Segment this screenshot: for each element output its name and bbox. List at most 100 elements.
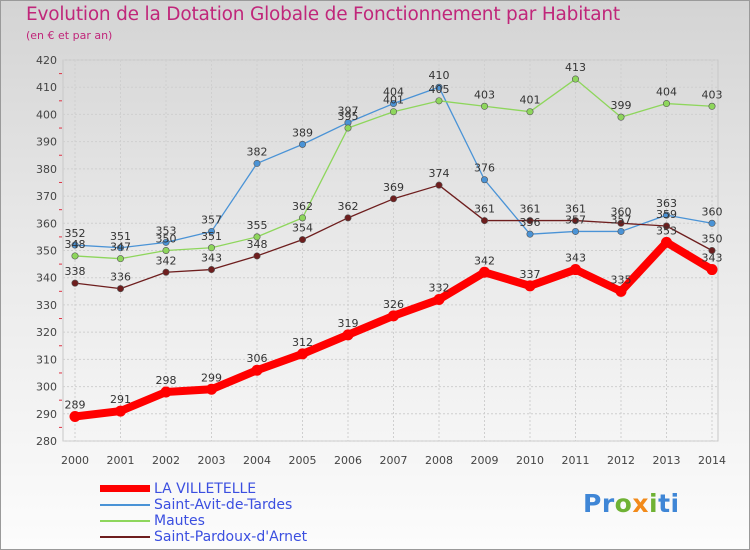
data-label: 312 [292, 336, 313, 349]
data-label: 306 [247, 352, 268, 365]
y-tick-label: 290 [36, 408, 57, 421]
data-point [615, 285, 627, 297]
data-label: 357 [611, 213, 632, 226]
data-point [117, 255, 125, 263]
y-tick-label: 420 [36, 54, 57, 67]
data-point [162, 238, 170, 246]
data-label: 353 [656, 224, 677, 237]
data-point [524, 280, 536, 292]
data-point [708, 219, 716, 227]
data-point [162, 247, 170, 255]
data-label: 376 [474, 162, 495, 175]
data-point [617, 113, 625, 121]
data-label: 299 [201, 371, 222, 384]
data-label: 335 [611, 273, 632, 286]
chart-subtitle: (en € et par an) [26, 29, 113, 42]
y-tick-label: 280 [36, 435, 57, 448]
data-label: 319 [338, 317, 359, 330]
data-point [160, 386, 172, 398]
data-point [708, 102, 716, 110]
data-point [71, 241, 79, 249]
data-point [388, 310, 399, 322]
data-point [480, 102, 488, 110]
data-point [571, 217, 579, 225]
data-label: 342 [474, 254, 495, 267]
y-tick-label: 310 [36, 353, 57, 366]
x-tick-label: 2010 [516, 454, 544, 467]
data-label: 343 [565, 252, 586, 265]
data-point [298, 140, 306, 148]
data-point [71, 279, 79, 287]
x-tick-label: 2012 [607, 454, 635, 467]
data-point [662, 222, 670, 230]
y-tick-label: 370 [36, 190, 57, 203]
x-tick-label: 2002 [152, 454, 180, 467]
data-point [479, 266, 490, 278]
y-tick-label: 350 [36, 245, 57, 258]
data-point [253, 159, 261, 167]
data-label: 336 [110, 271, 131, 284]
x-tick-label: 2001 [107, 454, 135, 467]
y-tick-label: 320 [36, 326, 57, 339]
data-point [253, 233, 261, 241]
data-label: 353 [156, 224, 177, 237]
data-label: 395 [338, 110, 359, 123]
data-point [69, 411, 81, 423]
data-point [344, 124, 352, 132]
data-label: 354 [292, 222, 313, 235]
x-tick-label: 2000 [61, 454, 89, 467]
data-point [617, 227, 625, 235]
data-label: 389 [292, 126, 313, 139]
data-point [117, 285, 125, 293]
x-tick-label: 2011 [562, 454, 590, 467]
data-label: 357 [565, 213, 586, 226]
data-point [435, 181, 443, 189]
data-label: 401 [383, 94, 404, 107]
data-label: 397 [338, 105, 359, 118]
data-label: 405 [429, 83, 450, 96]
data-label: 356 [520, 216, 541, 229]
data-label: 298 [156, 374, 177, 387]
data-point [435, 83, 443, 91]
data-point [162, 268, 170, 276]
data-point [71, 252, 79, 260]
data-point [662, 100, 670, 108]
data-label: 399 [611, 99, 632, 112]
data-label: 404 [656, 86, 677, 99]
data-point [570, 264, 581, 276]
legend-label: LA VILLETELLE [154, 481, 257, 497]
data-label: 350 [156, 233, 177, 246]
y-tick-label: 410 [36, 81, 57, 94]
data-label: 347 [110, 241, 131, 254]
data-point [297, 348, 308, 360]
data-label: 413 [565, 61, 586, 74]
data-label: 343 [702, 252, 723, 265]
data-point [389, 108, 397, 116]
data-point [117, 244, 125, 252]
data-label: 403 [474, 88, 495, 101]
proxiti-logo: Proxiti [583, 489, 680, 518]
y-tick-label: 340 [36, 272, 57, 285]
data-point [208, 244, 216, 252]
data-label: 348 [65, 238, 86, 251]
data-point [208, 266, 216, 274]
x-tick-label: 2003 [198, 454, 226, 467]
y-tick-label: 390 [36, 136, 57, 149]
data-point [251, 364, 263, 376]
data-label: 289 [65, 399, 86, 412]
legend-swatch [100, 520, 150, 522]
data-label: 343 [201, 252, 222, 265]
data-label: 348 [247, 238, 268, 251]
data-label: 357 [201, 213, 222, 226]
data-point [208, 227, 216, 235]
legend-label: Saint-Avit-de-Tardes [154, 497, 293, 513]
x-tick-label: 2013 [653, 454, 681, 467]
y-tick-label: 400 [36, 108, 57, 121]
y-tick-label: 300 [36, 381, 57, 394]
data-label: 359 [656, 208, 677, 221]
data-label: 338 [65, 265, 86, 278]
data-point [206, 383, 217, 395]
data-label: 332 [429, 281, 450, 294]
